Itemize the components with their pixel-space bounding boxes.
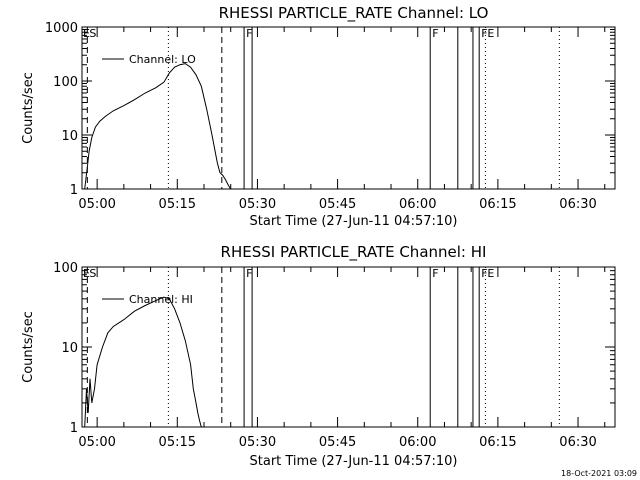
x-tick-label: 05:00 [78, 435, 115, 450]
x-tick-label: 06:30 [559, 435, 596, 450]
x-tick-label: 05:45 [319, 435, 356, 450]
x-tick-label: 06:30 [559, 197, 596, 212]
series-line [84, 63, 232, 190]
y-tick-label: 1000 [45, 21, 78, 36]
event-marker-label: F [481, 27, 487, 40]
y-tick-label: 1 [70, 421, 78, 436]
y-tick-label: 100 [53, 261, 78, 276]
event-marker-label: E [487, 267, 494, 280]
x-tick-label: 06:15 [479, 197, 516, 212]
x-axis-label: Start Time (27-Jun-11 04:57:10) [250, 454, 458, 469]
series-line [84, 296, 202, 428]
event-marker-label: F [246, 267, 252, 280]
event-marker-label: F [432, 27, 438, 40]
event-marker-label: E [83, 267, 90, 280]
x-tick-label: 06:00 [399, 435, 436, 450]
footer-timestamp: 18-Oct-2021 03:09 [561, 469, 637, 478]
legend-label: Channel: LO [129, 53, 196, 66]
x-tick-label: 05:00 [78, 197, 115, 212]
y-tick-label: 10 [61, 129, 78, 144]
x-tick-label: 05:30 [239, 435, 276, 450]
plot-frame [81, 26, 616, 190]
x-tick-label: 05:15 [159, 197, 196, 212]
event-marker-label: F [432, 267, 438, 280]
y-tick-label: 100 [53, 75, 78, 90]
y-axis-label: Counts/sec [21, 72, 36, 144]
legend-label: Channel: HI [129, 293, 193, 306]
chart-title: RHESSI PARTICLE_RATE Channel: HI [221, 243, 487, 262]
event-marker-label: S [89, 27, 96, 40]
chart-title: RHESSI PARTICLE_RATE Channel: LO [219, 4, 489, 23]
y-tick-label: 1 [70, 183, 78, 198]
x-axis-label: Start Time (27-Jun-11 04:57:10) [250, 214, 458, 229]
plot-frame [81, 266, 616, 428]
event-marker-label: E [83, 27, 90, 40]
x-tick-label: 05:30 [239, 197, 276, 212]
x-tick-label: 05:45 [319, 197, 356, 212]
event-marker-label: F [481, 267, 487, 280]
x-tick-label: 06:00 [399, 197, 436, 212]
y-axis-label: Counts/sec [21, 311, 36, 383]
event-marker-label: F [246, 27, 252, 40]
event-marker-label: S [89, 267, 96, 280]
x-tick-label: 06:15 [479, 435, 516, 450]
event-marker-label: E [487, 27, 494, 40]
x-tick-label: 05:15 [159, 435, 196, 450]
y-tick-label: 10 [61, 341, 78, 356]
